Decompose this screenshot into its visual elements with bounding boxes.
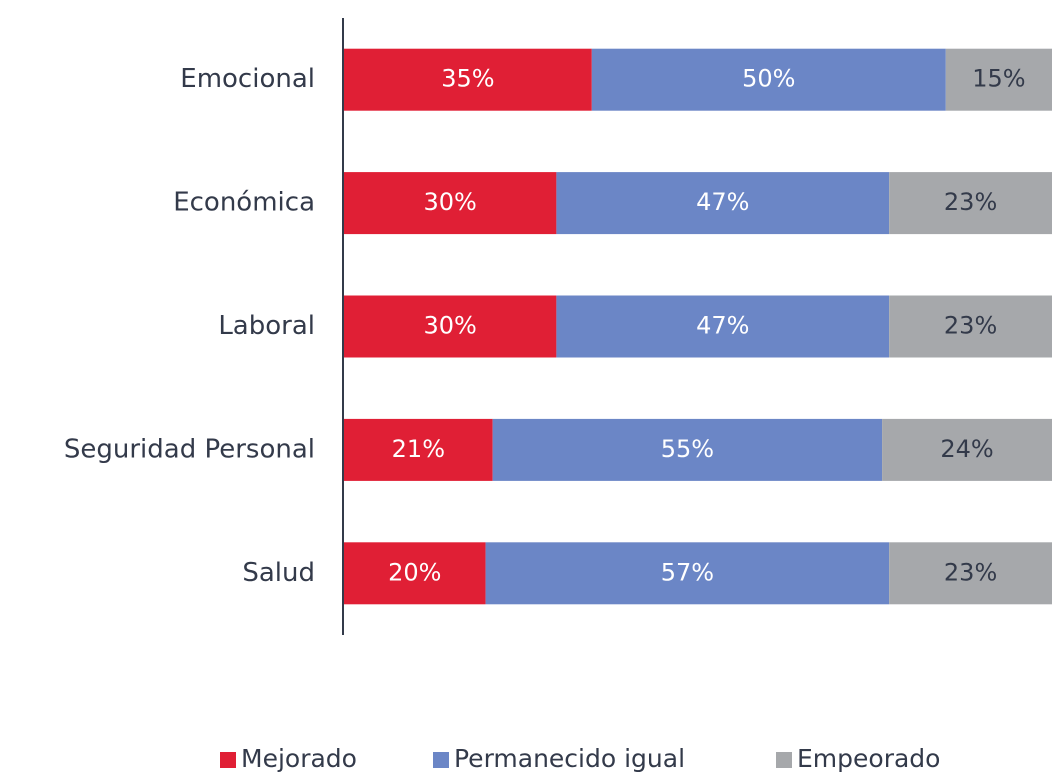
category-label: Seguridad Personal — [64, 434, 315, 464]
value-label: 23% — [944, 312, 997, 340]
bar-segment — [591, 48, 946, 111]
bar-segment — [344, 418, 493, 481]
value-label: 47% — [696, 312, 749, 340]
legend-swatch — [433, 752, 449, 768]
value-label: 55% — [661, 435, 714, 463]
category-label: Laboral — [218, 311, 315, 341]
value-label: 24% — [940, 435, 993, 463]
bar-segment — [889, 542, 1052, 605]
category-label: Económica — [173, 188, 315, 218]
bar-segment — [556, 172, 890, 235]
value-label: 15% — [972, 65, 1025, 93]
legend-label: Empeorado — [797, 744, 940, 773]
legend-swatch — [776, 752, 792, 768]
value-label: 20% — [388, 558, 441, 586]
bar-segment — [485, 542, 890, 605]
bar-segment — [344, 295, 557, 358]
bar-segment — [882, 418, 1052, 481]
value-label: 30% — [424, 188, 477, 216]
category-label: Emocional — [180, 64, 315, 94]
legend-swatch — [220, 752, 236, 768]
legend-label: Permanecido igual — [454, 744, 685, 773]
value-label: 21% — [392, 435, 445, 463]
value-label: 35% — [441, 65, 494, 93]
legend-label: Mejorado — [241, 744, 357, 773]
value-label: 23% — [944, 558, 997, 586]
bar-segment — [945, 48, 1052, 111]
category-label: Salud — [242, 558, 315, 588]
value-label: 47% — [696, 188, 749, 216]
value-label: 50% — [742, 65, 795, 93]
bar-segment — [889, 172, 1052, 235]
value-label: 57% — [661, 558, 714, 586]
bar-segment — [492, 418, 883, 481]
value-label: 30% — [424, 312, 477, 340]
bar-segment — [344, 172, 557, 235]
bar-segment — [889, 295, 1052, 358]
bar-segment — [556, 295, 890, 358]
bar-segment — [344, 542, 486, 605]
value-label: 23% — [944, 188, 997, 216]
bar-segment — [344, 48, 592, 111]
